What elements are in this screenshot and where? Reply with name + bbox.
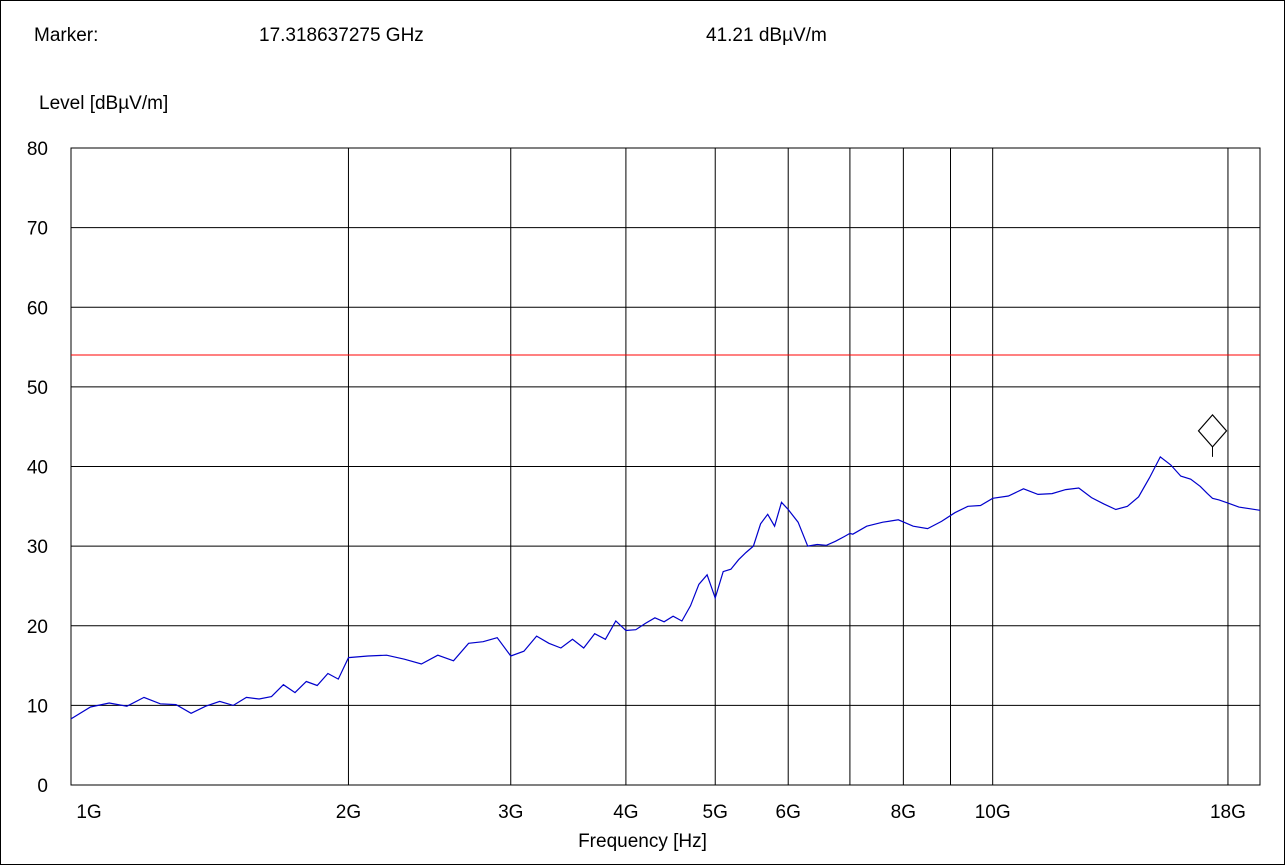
x-tick-label: 6G: [776, 802, 801, 823]
x-tick-label: 8G: [891, 802, 916, 823]
marker-label: Marker:: [34, 25, 99, 46]
y-tick-label: 70: [27, 219, 48, 240]
grid-lines: [71, 148, 1260, 785]
x-tick-label: 3G: [498, 802, 523, 823]
x-axis-label: Frequency [Hz]: [578, 831, 707, 852]
x-tick-label: 2G: [336, 802, 361, 823]
x-tick-label: 4G: [613, 802, 638, 823]
y-tick-labels: 0 10 20 30 40 50 60 70 80: [27, 139, 48, 797]
x-tick-label: 18G: [1210, 802, 1246, 823]
y-tick-label: 30: [27, 537, 48, 558]
y-axis-label: Level [dBµV/m]: [39, 93, 169, 114]
x-tick-label: 10G: [975, 802, 1011, 823]
y-tick-label: 20: [27, 617, 48, 638]
marker-frequency: 17.318637275 GHz: [259, 25, 424, 46]
marker-group: [1197, 413, 1228, 457]
y-tick-label: 10: [27, 696, 48, 717]
x-tick-label: 1G: [76, 802, 101, 823]
y-tick-label: 60: [27, 298, 48, 319]
y-tick-label: 50: [27, 378, 48, 399]
measurement-trace: [70, 455, 1261, 720]
y-tick-label: 80: [27, 139, 48, 160]
x-tick-label: 5G: [703, 802, 728, 823]
marker-diamond: [1197, 413, 1228, 448]
y-tick-label: 40: [27, 458, 48, 479]
x-tick-labels: 1G 2G 3G 4G 5G 6G 8G 10G 18G: [76, 802, 1246, 823]
trace-group: [70, 455, 1261, 720]
y-tick-label: 0: [37, 776, 48, 797]
marker-level: 41.21 dBµV/m: [706, 25, 827, 46]
